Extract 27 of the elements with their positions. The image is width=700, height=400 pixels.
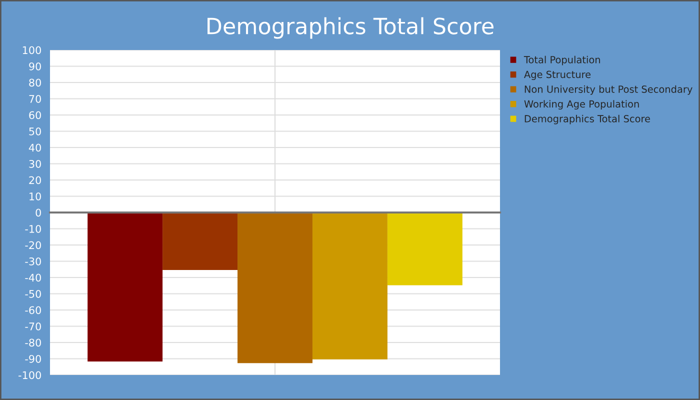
y-tick-label: 50 xyxy=(29,127,41,136)
y-tick-label: 70 xyxy=(29,94,41,103)
y-tick-label: 0 xyxy=(36,208,41,217)
y-tick-label: -30 xyxy=(25,257,41,266)
y-tick-label: -90 xyxy=(25,354,41,363)
legend-label: Non University but Post Secondary xyxy=(524,85,692,95)
y-tick-label: 80 xyxy=(29,78,41,87)
y-tick-label: -80 xyxy=(25,338,41,347)
y-tick-label: 10 xyxy=(30,192,41,200)
legend-label: Age Structure xyxy=(524,70,591,80)
chart-title: Demographics Total Score xyxy=(208,17,494,39)
y-tick-label: -10 xyxy=(25,224,41,233)
legend-label: Demographics Total Score xyxy=(524,114,650,124)
y-tick-label: 90 xyxy=(29,62,41,70)
y-tick-label: -70 xyxy=(25,322,41,330)
y-tick-label: -20 xyxy=(25,241,41,250)
y-tick-label: -60 xyxy=(25,306,41,314)
legend-label: Total Population xyxy=(524,56,600,66)
legend-label: Working Age Population xyxy=(524,100,639,110)
y-tick-label: 100 xyxy=(22,46,41,54)
y-tick-label: 30 xyxy=(29,160,41,168)
y-tick-label: -50 xyxy=(25,290,41,298)
y-tick-label: 20 xyxy=(29,176,41,184)
y-tick-label: -40 xyxy=(25,274,41,282)
y-tick-label: 60 xyxy=(29,111,41,120)
y-tick-label: -100 xyxy=(18,371,41,380)
y-tick-label: 40 xyxy=(28,144,41,152)
